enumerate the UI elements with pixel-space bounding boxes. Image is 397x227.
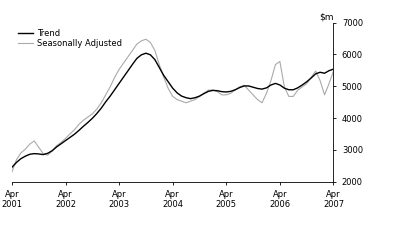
Text: $m: $m — [319, 12, 333, 21]
Legend: Trend, Seasonally Adjusted: Trend, Seasonally Adjusted — [16, 27, 123, 50]
